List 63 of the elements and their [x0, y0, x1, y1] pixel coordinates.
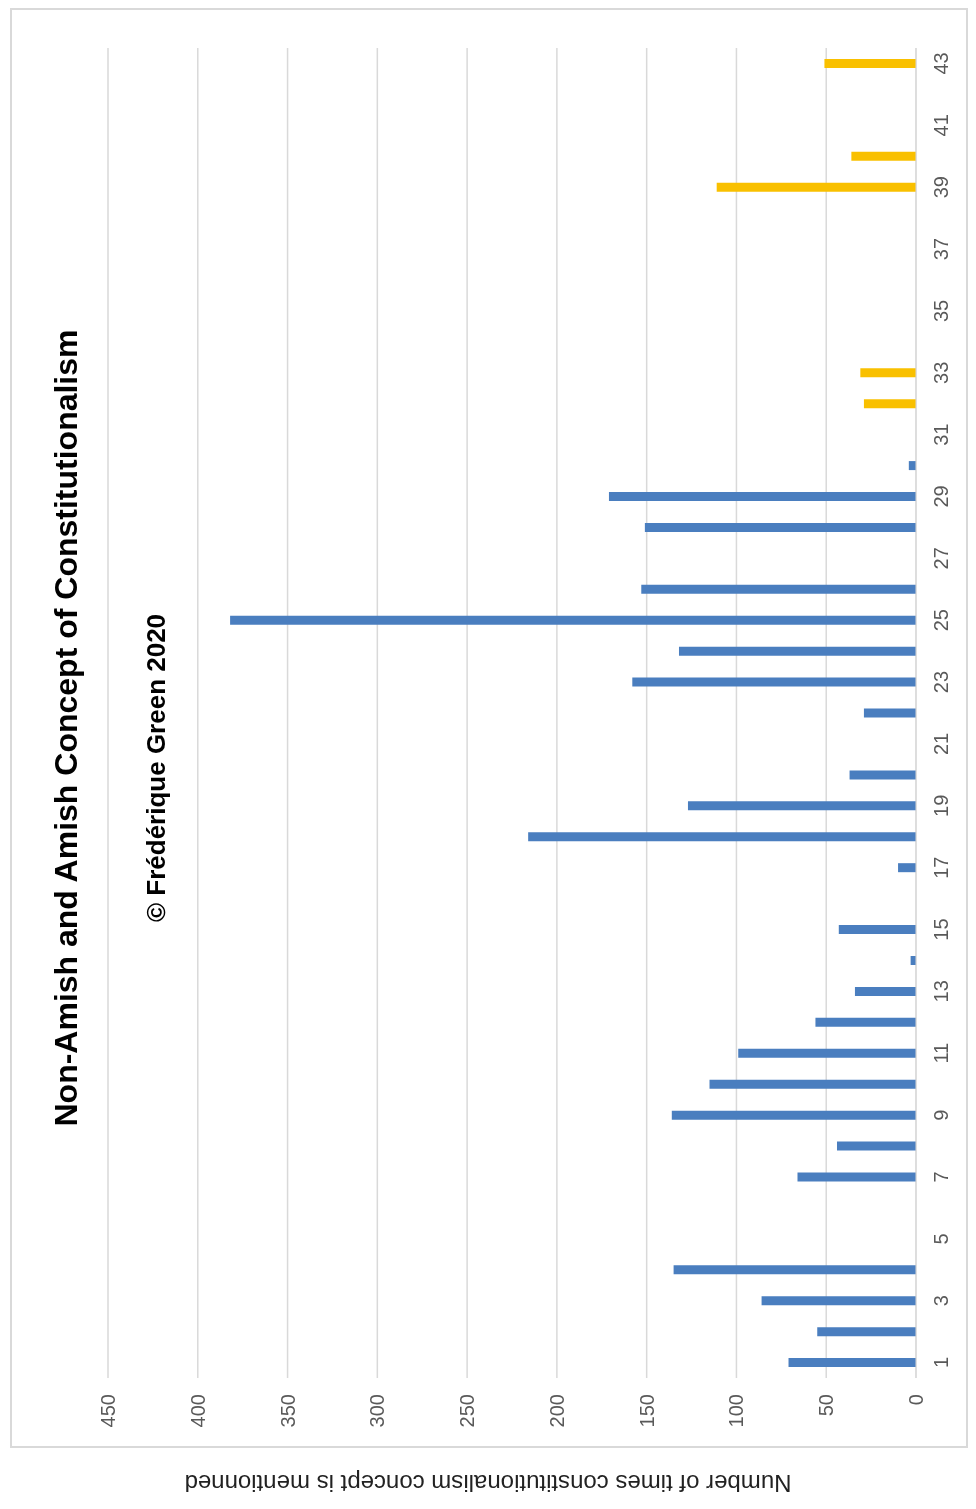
y-tick-label: 35: [930, 299, 953, 323]
bar: [678, 646, 916, 656]
bar: [851, 151, 916, 161]
y-tick-label: 27: [930, 547, 953, 570]
y-tick-label: 21: [930, 732, 953, 756]
y-tick-label: 37: [930, 237, 953, 261]
bar: [849, 770, 916, 780]
x-tick-label: 0: [905, 1394, 927, 1406]
bar: [709, 1079, 916, 1089]
x-tick-label: 350: [276, 1394, 299, 1428]
y-tick-label: 39: [930, 176, 953, 199]
bar: [761, 1296, 916, 1306]
x-axis-title: Number of times constitutionalism concept is mentionned: [184, 1469, 792, 1497]
y-tick-label: 13: [930, 980, 953, 1003]
y-tick-label: 9: [930, 1109, 953, 1121]
bar: [687, 801, 916, 811]
x-tick-label: 200: [545, 1394, 568, 1428]
y-tick-label: 7: [930, 1171, 953, 1183]
bar: [824, 59, 916, 68]
bar: [863, 399, 916, 409]
bar: [644, 522, 916, 532]
bar: [860, 368, 916, 378]
bar: [716, 182, 916, 192]
y-tick-label: 19: [930, 794, 953, 817]
bar: [641, 584, 916, 594]
bar: [608, 492, 916, 502]
bar: [230, 615, 916, 625]
y-tick-label: 15: [930, 918, 953, 941]
text: Non-Amish and Amish Concept of Constitutionalism: [48, 329, 84, 1127]
bar: [528, 832, 916, 842]
y-tick-label: 31: [930, 423, 953, 446]
text: © Frédérique Green 2020: [141, 613, 171, 923]
y-tick-label: 11: [930, 1042, 953, 1064]
x-tick-label: 450: [97, 1394, 119, 1428]
y-tick-label: 33: [930, 361, 953, 384]
x-tick-label: 100: [725, 1394, 748, 1428]
y-tick-label: 3: [930, 1295, 953, 1307]
bar: [817, 1327, 916, 1337]
bar: [898, 863, 916, 873]
bar: [854, 986, 916, 996]
bar: [632, 677, 916, 687]
y-tick-label: 17: [930, 856, 953, 879]
y-tick-label: 5: [930, 1233, 953, 1245]
bar: [837, 1141, 916, 1151]
bar: [738, 1048, 916, 1058]
bar: [863, 708, 916, 718]
y-tick-label: 25: [930, 609, 953, 632]
y-tick-label: 43: [930, 52, 953, 75]
y-tick-label: 41: [930, 114, 953, 137]
bar: [797, 1172, 916, 1182]
bar: [788, 1358, 916, 1368]
x-tick-label: 300: [366, 1394, 389, 1428]
y-tick-label: 23: [930, 670, 953, 694]
y-tick-label: 1: [930, 1356, 953, 1369]
x-tick-label: 50: [815, 1394, 838, 1417]
y-tick-label: 29: [930, 485, 953, 508]
bar: [673, 1265, 916, 1275]
x-tick-label: 250: [456, 1394, 479, 1428]
x-tick-label: 400: [186, 1394, 209, 1428]
bar: [671, 1110, 916, 1120]
bar: [815, 1017, 916, 1027]
x-tick-label: 150: [635, 1394, 658, 1428]
bar: [838, 925, 916, 935]
